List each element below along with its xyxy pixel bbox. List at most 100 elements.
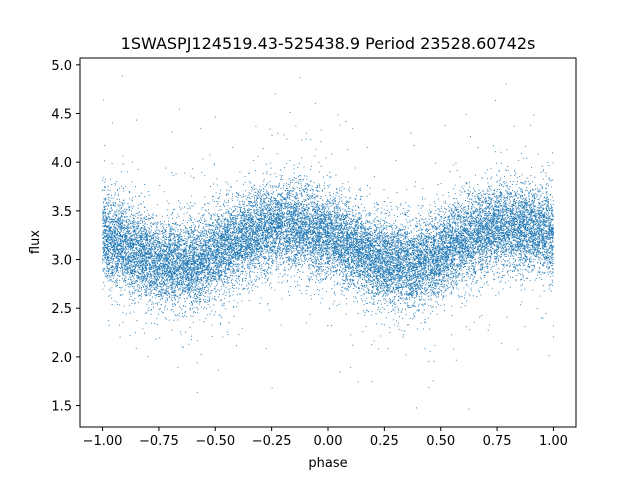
data-point bbox=[315, 220, 317, 222]
data-point bbox=[358, 232, 360, 234]
data-point bbox=[192, 264, 194, 266]
data-point bbox=[551, 279, 553, 281]
data-point bbox=[493, 249, 495, 251]
data-point bbox=[197, 292, 199, 294]
data-point bbox=[418, 241, 421, 243]
data-point bbox=[280, 243, 282, 245]
data-point bbox=[472, 205, 474, 207]
data-point bbox=[122, 213, 124, 215]
data-point bbox=[194, 312, 196, 314]
data-point bbox=[151, 268, 153, 270]
data-point bbox=[286, 281, 288, 283]
data-point bbox=[497, 259, 500, 261]
data-point bbox=[249, 262, 251, 265]
data-point bbox=[512, 270, 514, 272]
data-point bbox=[234, 270, 236, 272]
data-point bbox=[257, 193, 259, 195]
data-point bbox=[277, 186, 279, 188]
data-point bbox=[330, 219, 332, 221]
data-point bbox=[513, 225, 515, 227]
data-point bbox=[437, 255, 439, 257]
data-point bbox=[496, 203, 498, 205]
data-point bbox=[447, 282, 449, 284]
data-point bbox=[469, 295, 471, 297]
data-point bbox=[350, 230, 352, 232]
data-point bbox=[140, 214, 142, 216]
data-point bbox=[217, 231, 219, 233]
data-point bbox=[122, 265, 124, 267]
data-point bbox=[224, 297, 226, 299]
data-point bbox=[446, 285, 448, 287]
data-point bbox=[294, 237, 296, 239]
data-point bbox=[429, 222, 432, 224]
data-point bbox=[322, 209, 324, 211]
data-point bbox=[293, 238, 295, 240]
data-point bbox=[457, 288, 459, 290]
data-point bbox=[514, 263, 516, 266]
data-point bbox=[266, 203, 268, 205]
data-point bbox=[425, 287, 427, 289]
data-point bbox=[213, 201, 216, 203]
data-point bbox=[507, 225, 509, 228]
data-point bbox=[446, 217, 448, 219]
data-point bbox=[210, 290, 212, 292]
data-point bbox=[168, 238, 170, 241]
data-point bbox=[154, 294, 156, 296]
data-point bbox=[444, 248, 446, 251]
data-point bbox=[228, 301, 230, 303]
data-point bbox=[329, 202, 331, 204]
data-point bbox=[205, 237, 207, 239]
data-point bbox=[466, 268, 468, 271]
data-point bbox=[144, 286, 146, 288]
data-point bbox=[543, 229, 545, 231]
data-point bbox=[214, 286, 216, 288]
data-point bbox=[449, 204, 451, 206]
data-point bbox=[267, 236, 269, 238]
data-point bbox=[189, 226, 191, 228]
data-point bbox=[140, 240, 142, 243]
data-point bbox=[522, 269, 524, 271]
data-point bbox=[309, 277, 311, 279]
data-point bbox=[130, 205, 132, 207]
data-point bbox=[389, 299, 391, 301]
data-point bbox=[550, 180, 552, 182]
data-point bbox=[487, 230, 489, 232]
data-point bbox=[535, 237, 537, 239]
data-point bbox=[501, 185, 503, 187]
data-point bbox=[183, 260, 186, 262]
data-point bbox=[102, 179, 104, 181]
data-point bbox=[158, 231, 160, 233]
data-point bbox=[371, 380, 373, 383]
data-point bbox=[408, 304, 410, 306]
data-point bbox=[174, 280, 176, 282]
data-point bbox=[540, 203, 542, 205]
data-point bbox=[383, 268, 385, 270]
data-point bbox=[275, 265, 278, 267]
data-point bbox=[110, 208, 112, 210]
data-point bbox=[323, 231, 325, 233]
data-point bbox=[464, 206, 466, 209]
data-point bbox=[140, 202, 142, 205]
data-point bbox=[501, 229, 503, 231]
data-point bbox=[242, 289, 244, 291]
data-point bbox=[466, 279, 468, 282]
data-point bbox=[202, 240, 205, 242]
data-point bbox=[303, 199, 305, 201]
data-point bbox=[474, 209, 476, 211]
data-point bbox=[283, 167, 286, 169]
data-point bbox=[255, 275, 257, 277]
data-point bbox=[364, 312, 366, 314]
data-point bbox=[357, 381, 359, 383]
data-point bbox=[311, 278, 313, 280]
data-point bbox=[315, 195, 318, 197]
data-point bbox=[480, 194, 482, 196]
data-point bbox=[162, 275, 164, 277]
data-point bbox=[197, 231, 200, 233]
data-point bbox=[342, 268, 344, 270]
data-point bbox=[445, 200, 447, 202]
data-point bbox=[481, 229, 483, 231]
data-point bbox=[104, 215, 106, 217]
data-point bbox=[130, 223, 132, 225]
data-point bbox=[505, 242, 507, 244]
data-point bbox=[314, 212, 316, 214]
